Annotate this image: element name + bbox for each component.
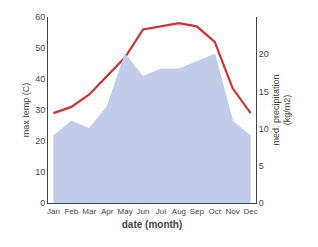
svg-text:20: 20 (35, 136, 45, 146)
svg-text:40: 40 (35, 74, 45, 84)
svg-text:10: 10 (35, 167, 45, 177)
svg-text:Sep: Sep (190, 207, 205, 216)
svg-text:20: 20 (259, 49, 269, 59)
svg-text:date (month): date (month) (122, 219, 183, 230)
svg-text:med. precipitation(kg/m2): med. precipitation(kg/m2) (271, 74, 293, 145)
svg-text:Jul: Jul (156, 207, 166, 216)
svg-text:15: 15 (259, 87, 269, 97)
svg-text:max temp (C): max temp (C) (21, 83, 31, 138)
svg-text:0: 0 (40, 198, 45, 208)
svg-text:10: 10 (259, 124, 269, 134)
svg-text:50: 50 (35, 43, 45, 53)
svg-text:Oct: Oct (209, 207, 222, 216)
svg-text:Feb: Feb (64, 207, 78, 216)
svg-text:60: 60 (35, 12, 45, 22)
svg-text:Nov: Nov (226, 207, 240, 216)
svg-text:Dec: Dec (244, 207, 258, 216)
svg-text:Aug: Aug (172, 207, 186, 216)
svg-text:Jan: Jan (47, 207, 60, 216)
svg-text:5: 5 (259, 161, 264, 171)
svg-text:Jun: Jun (137, 207, 150, 216)
svg-text:Mar: Mar (82, 207, 96, 216)
svg-text:30: 30 (35, 105, 45, 115)
svg-text:Apr: Apr (101, 207, 114, 216)
svg-text:0: 0 (259, 198, 264, 208)
svg-text:May: May (118, 207, 133, 216)
